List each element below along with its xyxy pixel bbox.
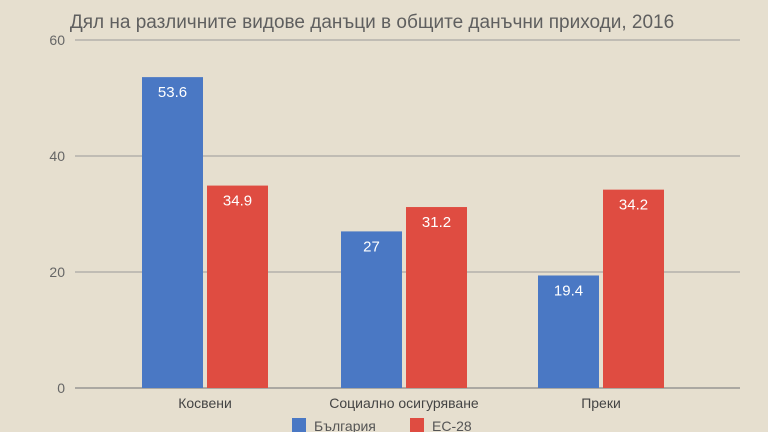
legend-label: България: [314, 418, 376, 432]
y-tick-label: 0: [57, 380, 65, 396]
bar-eu28: [406, 207, 467, 388]
y-tick-label: 40: [49, 148, 65, 164]
bar-bulgaria: [538, 275, 599, 388]
y-tick-label: 60: [49, 32, 65, 48]
data-labels-layer: 53.6 34.9 27 31.2 19.4 34.2: [158, 84, 648, 299]
data-label: 34.9: [223, 193, 252, 210]
legend-swatch: [292, 418, 306, 432]
data-label: 27: [363, 238, 380, 255]
x-tick-label: Преки: [581, 395, 621, 411]
legend: България ЕС-28: [292, 418, 472, 432]
legend-swatch: [410, 418, 424, 432]
data-label: 19.4: [554, 282, 583, 299]
y-tick-label: 20: [49, 264, 65, 280]
chart-title: Дял на различните видове данъци в общите…: [70, 12, 674, 33]
bars-layer: [142, 77, 664, 389]
data-label: 53.6: [158, 84, 187, 101]
x-tick-label: Социално осигуряване: [329, 395, 479, 411]
x-tick-label: Косвени: [178, 395, 232, 411]
legend-label: ЕС-28: [432, 418, 472, 432]
bar-bulgaria: [142, 77, 203, 389]
data-label: 34.2: [619, 197, 648, 214]
bar-bulgaria: [341, 231, 402, 388]
data-label: 31.2: [422, 214, 451, 231]
x-axis-labels: Косвени Социално осигуряване Преки: [178, 395, 621, 411]
bar-eu28: [603, 189, 664, 388]
bar-eu28: [207, 185, 268, 388]
